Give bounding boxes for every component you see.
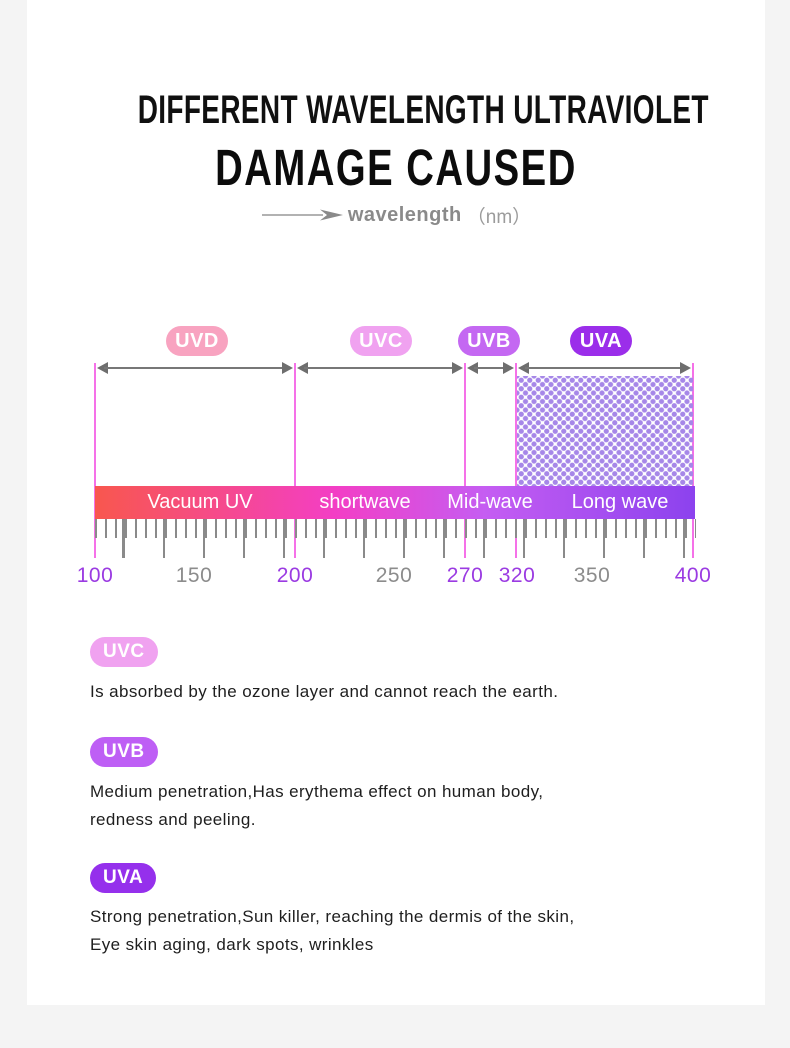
- uv-descriptions: UVC Is absorbed by the ozone layer and c…: [27, 637, 765, 977]
- uv-spectrum-diagram: UVD UVC UVB UVA Vacuum UV shortwave Mid-…: [27, 320, 765, 610]
- badge-uvd: UVD: [166, 326, 228, 356]
- range-arrow-uva: [518, 362, 691, 374]
- section-text-uvc: Is absorbed by the ozone layer and canno…: [90, 678, 725, 706]
- wavelength-label: wavelength: [347, 203, 462, 226]
- axis-tick-250: 250: [375, 564, 413, 587]
- section-badge-uvc: UVC: [90, 637, 158, 667]
- axis-tick-100: 100: [76, 564, 114, 587]
- wavelength-caption: wavelength （nm）: [27, 202, 765, 228]
- bar-label-long-wave: Long wave: [571, 491, 669, 513]
- wavelength-unit: （nm）: [466, 206, 532, 228]
- section-text-uvb: Medium penetration,Has erythema effect o…: [90, 778, 725, 834]
- axis-tick-320: 320: [498, 564, 536, 587]
- axis-tick-350: 350: [573, 564, 611, 587]
- right-arrow-icon: [261, 209, 343, 221]
- feature-line-320nm: [515, 363, 517, 558]
- bar-label-mid-wave: Mid-wave: [447, 491, 533, 513]
- infographic-card: DIFFERENT WAVELENGTH ULTRAVIOLET DAMAGE …: [27, 0, 765, 1005]
- axis-tick-150: 150: [175, 564, 213, 587]
- description-line: Eye skin aging, dark spots, wrinkles: [90, 935, 374, 954]
- arrow-shaft: [474, 367, 507, 369]
- bar-label-vacuum-uv: Vacuum UV: [147, 491, 253, 513]
- range-arrow-uvc: [297, 362, 463, 374]
- page-title: DIFFERENT WAVELENGTH ULTRAVIOLET: [137, 88, 709, 132]
- page-subtitle: DAMAGE CAUSED: [215, 139, 577, 196]
- description-line: redness and peeling.: [90, 810, 256, 829]
- feature-line-400nm: [692, 363, 694, 558]
- section-text-uva: Strong penetration,Sun killer, reaching …: [90, 903, 725, 959]
- feature-line-100nm: [94, 363, 96, 558]
- badge-uva: UVA: [570, 326, 632, 356]
- section-badge-uvb: UVB: [90, 737, 158, 767]
- arrow-shaft: [525, 367, 684, 369]
- feature-line-270nm: [464, 363, 466, 558]
- description-line: Strong penetration,Sun killer, reaching …: [90, 907, 575, 926]
- range-arrow-uvb: [467, 362, 514, 374]
- axis-tick-400: 400: [674, 564, 712, 587]
- badge-uvb: UVB: [458, 326, 520, 356]
- range-arrow-uvd: [97, 362, 293, 374]
- feature-line-200nm: [294, 363, 296, 558]
- axis-tick-200: 200: [276, 564, 314, 587]
- description-line: Is absorbed by the ozone layer and canno…: [90, 682, 559, 701]
- spectrum-gradient-bar: [95, 486, 695, 519]
- ruler-short-ticks: [95, 519, 696, 538]
- wavelength-ruler: [95, 519, 696, 558]
- uva-dotted-region: [517, 376, 693, 486]
- axis-tick-270: 270: [446, 564, 484, 587]
- bar-label-shortwave: shortwave: [319, 491, 411, 513]
- section-badge-uva: UVA: [90, 863, 157, 893]
- arrow-shaft: [304, 367, 456, 369]
- description-line: Medium penetration,Has erythema effect o…: [90, 782, 544, 801]
- arrow-shaft: [104, 367, 286, 369]
- badge-uvc: UVC: [350, 326, 412, 356]
